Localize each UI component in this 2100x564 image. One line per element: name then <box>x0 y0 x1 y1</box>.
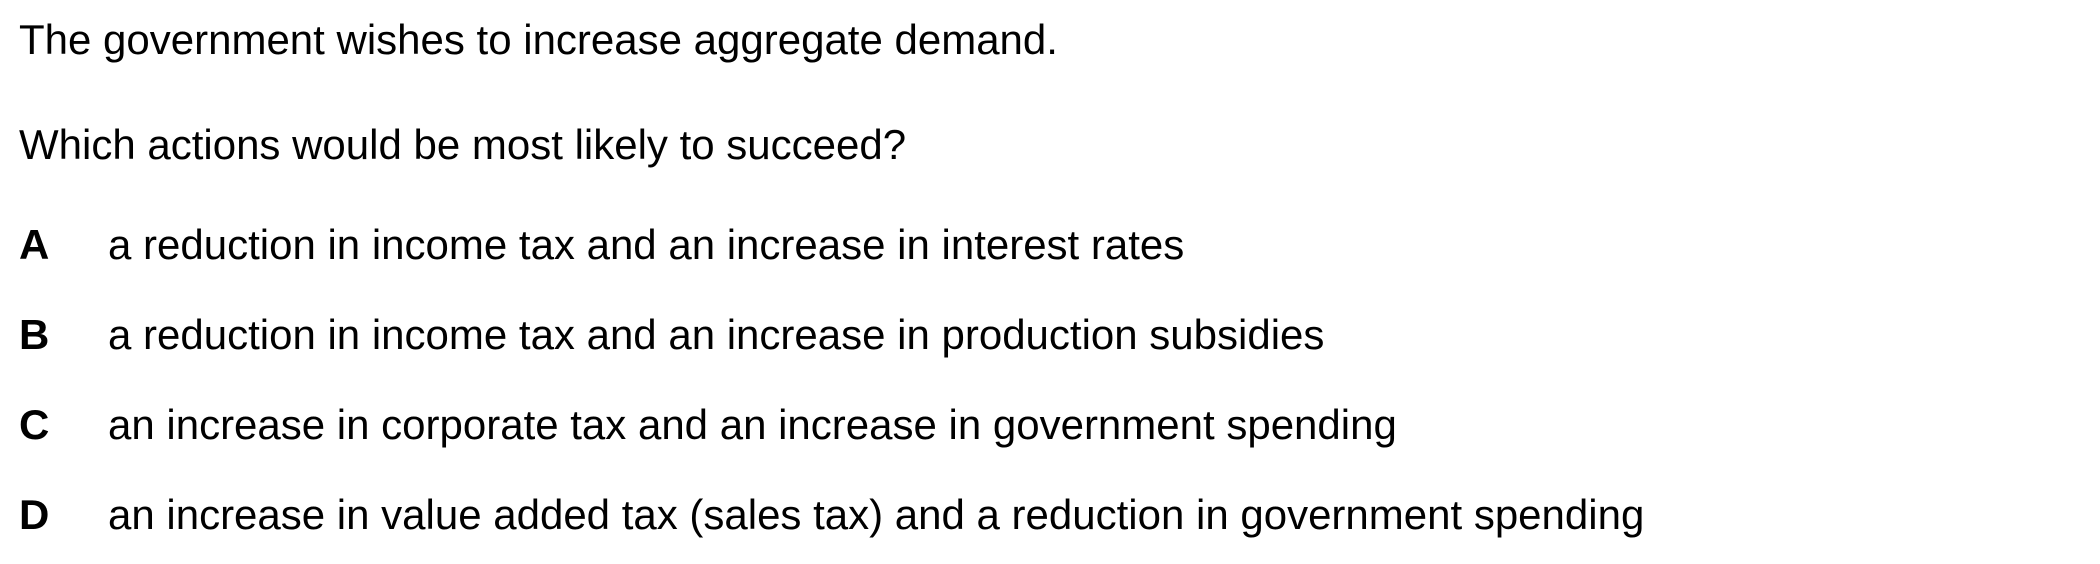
question-stem: The government wishes to increase aggreg… <box>19 16 1058 63</box>
option-letter: D <box>19 491 50 538</box>
option-text: a reduction in income tax and an increas… <box>108 311 1325 358</box>
option-text: an increase in value added tax (sales ta… <box>108 491 1645 538</box>
option-text: a reduction in income tax and an increas… <box>108 221 1185 268</box>
option-letter: C <box>19 401 50 448</box>
option-letter: A <box>19 221 50 268</box>
question-prompt: Which actions would be most likely to su… <box>19 121 907 168</box>
option-letter: B <box>19 311 50 358</box>
option-text: an increase in corporate tax and an incr… <box>108 401 1397 448</box>
